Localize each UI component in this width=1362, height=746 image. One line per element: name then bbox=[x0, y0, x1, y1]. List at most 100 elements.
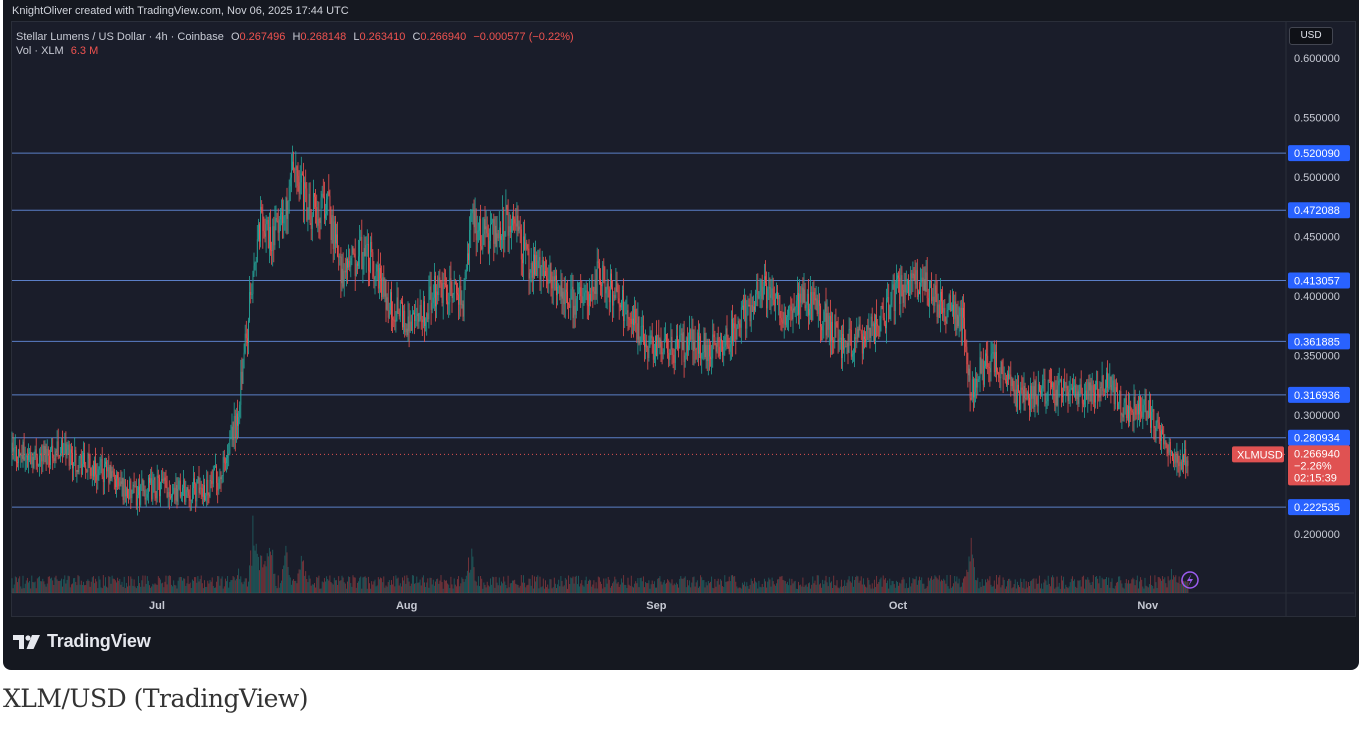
volume-bar bbox=[386, 586, 388, 593]
chart-frame[interactable] bbox=[11, 21, 1356, 617]
candle-body bbox=[51, 445, 52, 449]
symbol-description[interactable]: Stellar Lumens / US Dollar · 4h · Coinba… bbox=[16, 31, 224, 43]
candle-body bbox=[760, 280, 762, 292]
candle-body bbox=[361, 236, 363, 270]
candle-body bbox=[989, 368, 991, 373]
volume-bar bbox=[24, 583, 26, 593]
volume-bar bbox=[672, 585, 674, 593]
candle-body bbox=[553, 276, 555, 281]
level-tag: 0.413057 bbox=[1288, 272, 1350, 289]
volume-bar bbox=[274, 573, 276, 593]
volume-bar bbox=[872, 588, 874, 593]
candle-body bbox=[1025, 398, 1027, 399]
candle-body bbox=[794, 307, 796, 311]
candle-body bbox=[657, 334, 659, 357]
candle-body bbox=[90, 467, 92, 476]
volume-bar bbox=[578, 575, 579, 593]
candle-body bbox=[241, 371, 243, 384]
candle-body bbox=[929, 282, 930, 307]
volume-label[interactable]: Vol · XLM bbox=[16, 45, 64, 57]
volume-bar bbox=[1034, 588, 1036, 593]
candle-body bbox=[425, 321, 426, 326]
tradingview-logo[interactable]: TradingView bbox=[13, 631, 151, 652]
candle-body bbox=[275, 218, 277, 219]
volume-bar bbox=[906, 588, 908, 593]
candle-body bbox=[846, 342, 848, 347]
volume-bar bbox=[634, 583, 636, 593]
volume-bar bbox=[1172, 579, 1173, 593]
candle-body bbox=[998, 372, 1000, 378]
volume-bar bbox=[803, 586, 805, 593]
volume-bar bbox=[600, 581, 601, 593]
volume-bar bbox=[898, 585, 900, 593]
volume-bar bbox=[923, 583, 925, 593]
volume-bar bbox=[65, 583, 67, 593]
candle-body bbox=[820, 305, 821, 327]
volume-bar bbox=[219, 585, 221, 593]
date-axis[interactable]: Jul Aug Sep Oct Nov bbox=[149, 600, 1159, 612]
volume-bar bbox=[1157, 577, 1159, 593]
candle-body bbox=[225, 462, 226, 464]
volume-bar bbox=[575, 575, 577, 593]
volume-bar bbox=[245, 578, 247, 593]
volume-bar bbox=[427, 578, 429, 593]
price-axis[interactable]: 0.6000000.5500000.5000000.4500000.400000… bbox=[1294, 53, 1340, 541]
candle-body bbox=[399, 301, 401, 317]
volume-bar bbox=[41, 581, 43, 593]
volume-bar bbox=[845, 585, 847, 593]
volume-bar bbox=[921, 577, 923, 593]
volume-bar bbox=[1107, 584, 1109, 593]
volume-bar bbox=[1187, 579, 1189, 593]
volume-bar bbox=[80, 580, 82, 593]
candle-body bbox=[604, 279, 606, 293]
candle-body bbox=[1158, 422, 1160, 432]
candle-body bbox=[304, 182, 305, 211]
volume-bar bbox=[392, 584, 394, 593]
volume-bar bbox=[297, 573, 299, 593]
candle-body bbox=[1010, 374, 1012, 387]
volume-bar bbox=[810, 588, 812, 593]
volume-bar bbox=[424, 582, 425, 593]
volume-bar bbox=[942, 580, 944, 593]
candle-body bbox=[522, 259, 523, 264]
volume-bar bbox=[221, 576, 223, 593]
candle-body bbox=[67, 444, 69, 450]
volume-bar bbox=[289, 577, 291, 593]
candle-body bbox=[1021, 387, 1023, 390]
candle-body bbox=[1155, 425, 1157, 439]
candle-body bbox=[1165, 440, 1167, 445]
volume-bar bbox=[222, 588, 224, 593]
volume-bar bbox=[394, 586, 396, 593]
volume-bar bbox=[1146, 586, 1148, 593]
volume-bar bbox=[472, 556, 474, 593]
volume-bar bbox=[593, 580, 595, 593]
volume-bar bbox=[1022, 587, 1024, 593]
volume-bar bbox=[453, 578, 455, 593]
candle-body bbox=[780, 318, 782, 320]
volume-bar bbox=[607, 576, 609, 593]
lightning-icon[interactable] bbox=[1181, 571, 1199, 589]
candle-body bbox=[349, 260, 351, 267]
volume-bar bbox=[675, 582, 677, 593]
candle-body bbox=[1069, 389, 1071, 393]
volume-bar bbox=[950, 587, 952, 593]
candle-body bbox=[986, 353, 987, 356]
volume-row: Vol · XLM 6.3 M bbox=[16, 44, 574, 58]
candle-body bbox=[956, 314, 958, 330]
candle-body bbox=[918, 291, 919, 298]
candle-body bbox=[841, 337, 842, 359]
candle-body bbox=[45, 446, 47, 464]
volume-bar bbox=[862, 578, 864, 593]
candle-body bbox=[25, 455, 27, 458]
candle-body bbox=[440, 281, 442, 284]
candle-body bbox=[984, 366, 985, 385]
candle-body bbox=[386, 297, 388, 310]
currency-button[interactable]: USD bbox=[1289, 27, 1333, 45]
candle-body bbox=[12, 442, 14, 452]
candle-body bbox=[489, 240, 490, 253]
volume-bar bbox=[1168, 580, 1170, 593]
candle-body bbox=[1004, 378, 1006, 381]
candle-body bbox=[812, 292, 814, 320]
volume-bar bbox=[1134, 585, 1136, 593]
